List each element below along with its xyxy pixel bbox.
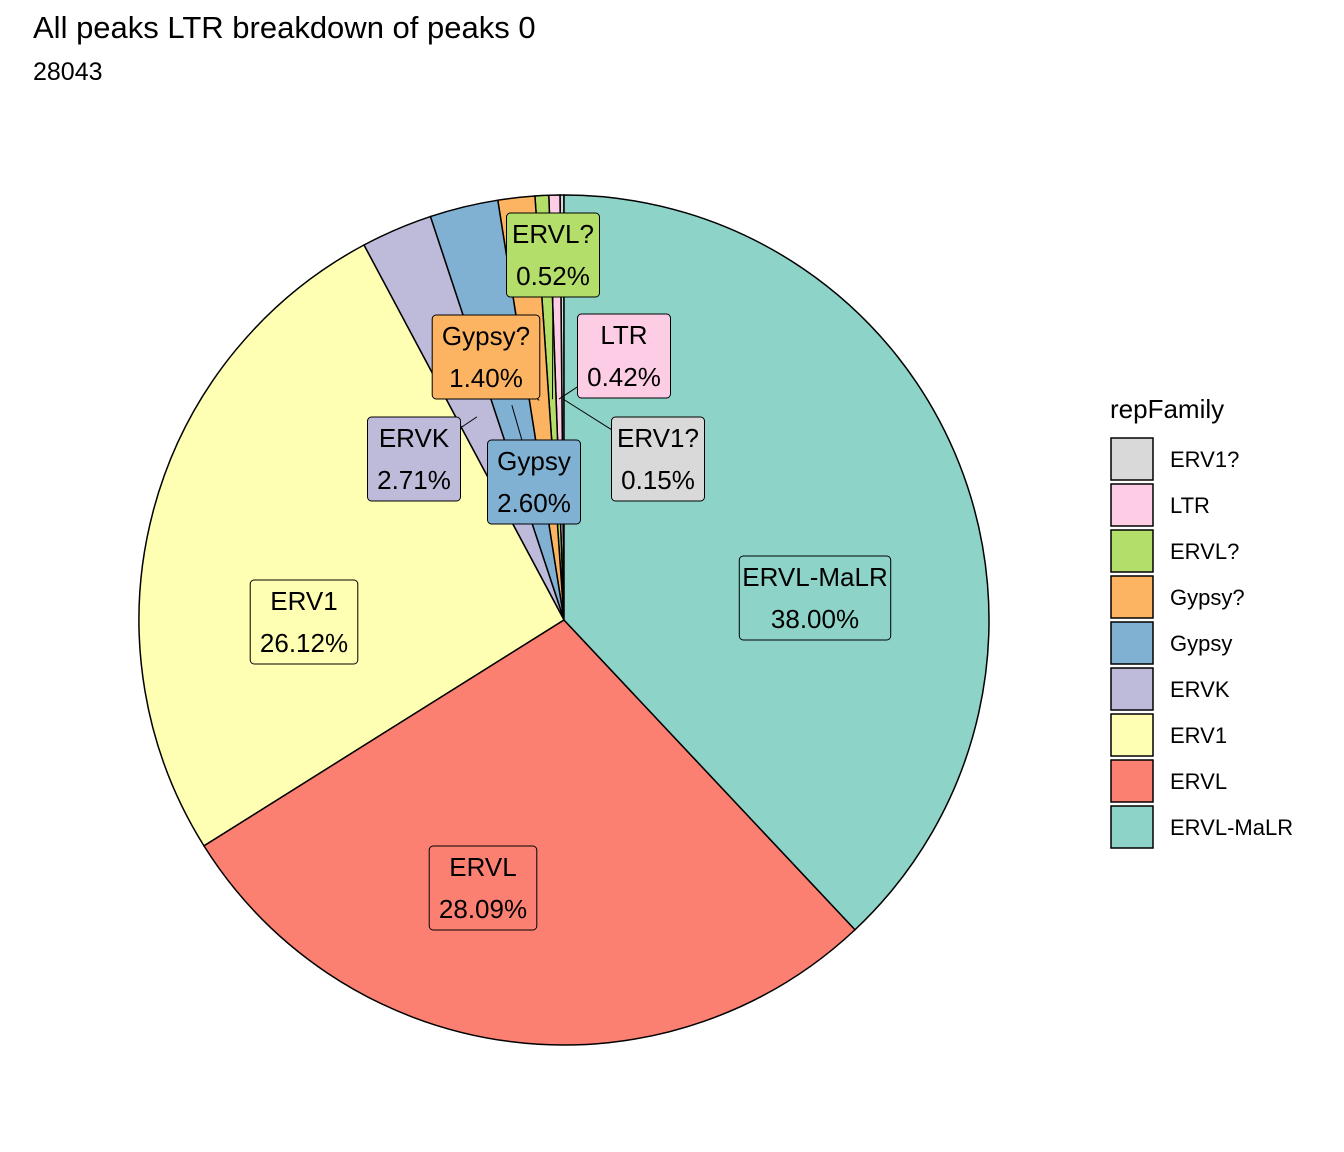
legend-swatch-erv1 xyxy=(1110,713,1154,757)
slice-label-percent: 2.60% xyxy=(497,488,571,518)
slice-label-ervl-malr: ERVL-MaLR 38.00% xyxy=(738,555,892,641)
slice-label-percent: 1.40% xyxy=(449,363,523,393)
slice-label-box xyxy=(738,555,892,641)
slice-label-percent: 26.12% xyxy=(260,628,348,658)
slice-label-box xyxy=(506,212,600,298)
chart-subtitle: 28043 xyxy=(33,58,103,86)
legend-label-gypsy-q: Gypsy? xyxy=(1170,585,1245,610)
slice-label-box xyxy=(487,439,581,525)
legend-swatch-ervk xyxy=(1110,667,1154,711)
slice-label-box xyxy=(611,416,705,502)
slice-label-name: ERV1? xyxy=(617,423,699,453)
legend-label-ervl-q: ERVL? xyxy=(1170,539,1239,564)
legend-label-erv1-q: ERV1? xyxy=(1170,447,1239,472)
legend-label-ltr: LTR xyxy=(1170,493,1210,518)
slice-label-percent: 0.52% xyxy=(516,261,590,291)
slice-label-name: ERVK xyxy=(379,423,450,453)
slice-label-ltr: LTR 0.42% xyxy=(577,313,671,399)
slice-label-box xyxy=(431,314,541,400)
slice-label-name: ERV1 xyxy=(270,586,337,616)
slice-label-percent: 2.71% xyxy=(377,465,451,495)
slice-label-percent: 38.00% xyxy=(771,604,859,634)
legend-label-gypsy: Gypsy xyxy=(1170,631,1232,656)
slice-label-name: ERVL xyxy=(449,852,516,882)
slice-label-erv1: ERV1 26.12% xyxy=(249,579,359,665)
slice-label-percent: 0.42% xyxy=(587,362,661,392)
pie-slice-erv1 xyxy=(138,244,565,847)
slice-label-ervk: ERVK 2.71% xyxy=(367,416,461,502)
legend-swatch-gypsy-q xyxy=(1110,575,1154,619)
legend-label-ervl-malr: ERVL-MaLR xyxy=(1170,815,1293,840)
legend: repFamily ERV1? LTR ERVL? Gypsy? Gypsy ERVK ER… xyxy=(1110,394,1293,849)
slice-label-name: Gypsy xyxy=(497,446,571,476)
slice-label-name: Gypsy? xyxy=(442,321,530,351)
legend-swatch-ervl-q xyxy=(1110,529,1154,573)
slice-label-name: ERVL? xyxy=(512,219,594,249)
legend-swatch-erv1-q xyxy=(1110,437,1154,481)
legend-swatch-ervl xyxy=(1110,759,1154,803)
slice-label-name: LTR xyxy=(600,320,647,350)
slice-label-ervl: ERVL 28.09% xyxy=(428,845,538,931)
slice-label-erv1-q: ERV1? 0.15% xyxy=(611,416,705,502)
slice-label-gypsy: Gypsy 2.60% xyxy=(487,439,581,525)
slice-label-box xyxy=(428,845,538,931)
slice-label-box xyxy=(577,313,671,399)
legend-swatch-ltr xyxy=(1110,483,1154,527)
slice-label-percent: 0.15% xyxy=(621,465,695,495)
legend-label-ervk: ERVK xyxy=(1170,677,1230,702)
legend-title: repFamily xyxy=(1110,394,1224,424)
slice-label-gypsy-q: Gypsy? 1.40% xyxy=(431,314,541,400)
slice-label-box xyxy=(367,416,461,502)
chart-title: All peaks LTR breakdown of peaks 0 xyxy=(33,10,536,45)
slice-label-percent: 28.09% xyxy=(439,894,527,924)
slice-label-box xyxy=(249,579,359,665)
legend-label-ervl: ERVL xyxy=(1170,769,1227,794)
slice-label-ervl-q: ERVL? 0.52% xyxy=(506,212,600,298)
pie-slice-ervl xyxy=(202,619,857,1046)
legend-swatch-ervl-malr xyxy=(1110,805,1154,849)
legend-swatch-gypsy xyxy=(1110,621,1154,665)
slice-label-name: ERVL-MaLR xyxy=(742,562,887,592)
legend-label-erv1: ERV1 xyxy=(1170,723,1227,748)
slice-labels: ERV1?0.15%LTR0.42%ERVL?0.52%Gypsy?1.40%G… xyxy=(249,212,892,931)
